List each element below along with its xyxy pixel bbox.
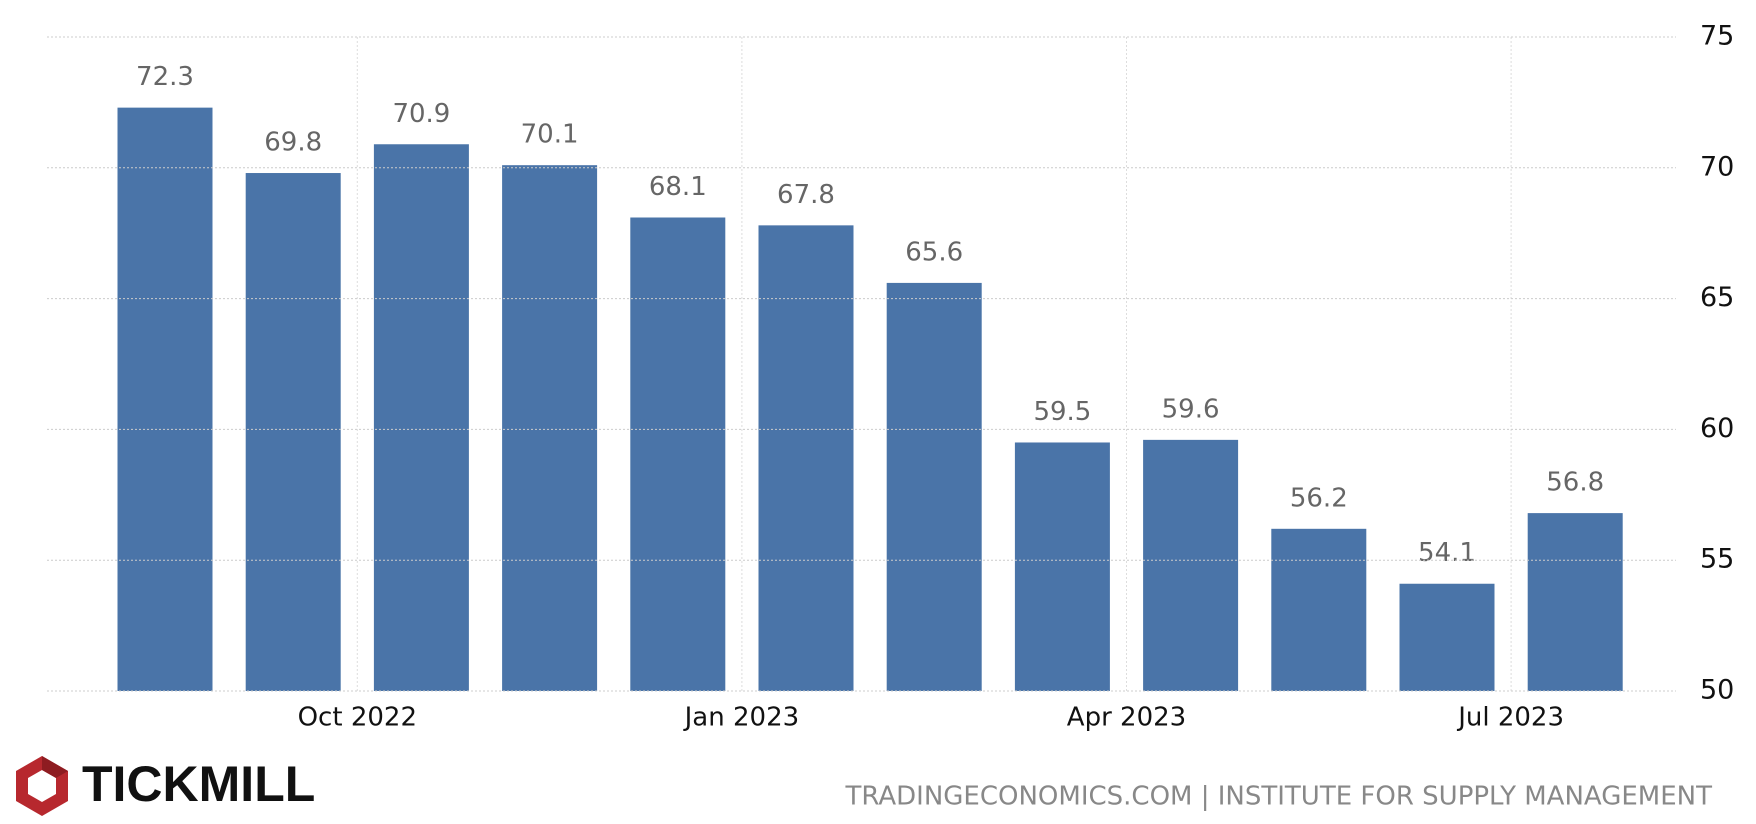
bar — [886, 282, 982, 691]
bar — [630, 217, 726, 691]
brand-name: TICKMILL — [82, 756, 315, 812]
value-label: 59.6 — [1162, 394, 1220, 424]
x-tick-label: Jan 2023 — [683, 703, 800, 733]
bar — [245, 173, 341, 692]
bar — [1399, 583, 1495, 691]
source: TRADINGECONOMICS.COM | INSTITUTE FOR SUP… — [844, 782, 1712, 812]
y-tick-label: 60 — [1700, 413, 1734, 444]
y-tick-label: 55 — [1700, 544, 1734, 575]
value-label: 70.1 — [521, 120, 579, 150]
bar — [373, 144, 469, 692]
bar — [1271, 528, 1367, 691]
value-label: 68.1 — [649, 172, 707, 202]
bar — [1014, 442, 1110, 691]
bar — [117, 107, 213, 691]
bar — [1143, 439, 1239, 691]
x-tick-label: Apr 2023 — [1067, 703, 1186, 733]
value-label: 54.1 — [1418, 538, 1476, 568]
value-label: 56.8 — [1546, 468, 1604, 498]
y-tick-label: 70 — [1700, 151, 1734, 182]
bar — [502, 165, 598, 691]
value-label: 70.9 — [392, 99, 450, 129]
value-label: 69.8 — [264, 128, 322, 158]
value-label: 67.8 — [777, 180, 835, 210]
brand-logo — [16, 756, 68, 816]
y-tick-label: 75 — [1700, 21, 1734, 52]
value-label: 59.5 — [1033, 397, 1091, 427]
bar — [758, 225, 854, 692]
value-label: 56.2 — [1290, 483, 1348, 513]
value-label: 72.3 — [136, 62, 194, 92]
y-tick-label: 50 — [1700, 675, 1734, 706]
x-tick-label: Jul 2023 — [1456, 703, 1564, 733]
bar — [1527, 513, 1623, 691]
x-tick-label: Oct 2022 — [298, 703, 417, 733]
value-label: 65.6 — [905, 237, 963, 267]
y-tick-label: 65 — [1700, 282, 1734, 313]
